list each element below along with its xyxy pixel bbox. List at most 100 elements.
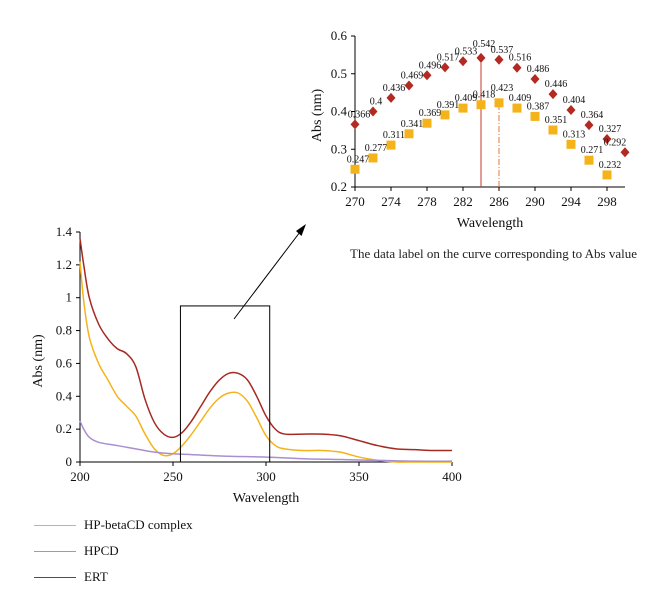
- inset-square-point: [494, 98, 504, 108]
- inset-data-label: 0.391: [437, 100, 460, 111]
- inset-data-label: 0.423: [491, 83, 514, 94]
- main-y-tick-label: 0.8: [56, 323, 72, 338]
- inset-data-label: 0.327: [599, 124, 622, 135]
- main-y-axis-title: Abs (nm): [31, 334, 46, 388]
- inset-diamond-point: [350, 119, 360, 130]
- inset-data-label: 0.277: [365, 143, 388, 154]
- inset-chart: 0.2 0.3 0.4 0.5 0.6 270 274 278 282 286 290 294 298 W…: [310, 28, 630, 231]
- zoom-arrow-head: [296, 224, 306, 236]
- inset-diamond-point: [620, 147, 630, 158]
- inset-data-label: 0.247: [347, 154, 370, 165]
- inset-diamond-point: [422, 70, 432, 81]
- inset-x-axis-title: Wavelength: [457, 216, 524, 231]
- inset-x-tick-label: 298: [597, 194, 617, 209]
- inset-data-label: 0.313: [563, 129, 586, 140]
- inset-diamond-point: [368, 106, 378, 117]
- inset-data-label: 0.517: [437, 52, 460, 63]
- inset-x-tick-label: 286: [489, 194, 509, 209]
- main-y-tick-label: 1.2: [56, 257, 72, 272]
- inset-data-label: 0.387: [527, 101, 550, 112]
- annotation-note: The data label on the curve correspondin…: [350, 246, 637, 261]
- inset-diamond-point: [476, 52, 486, 63]
- inset-diamond-point: [512, 62, 522, 73]
- inset-y-axis-title: Abs (nm): [310, 89, 325, 143]
- main-chart: 0 0.2 0.4 0.6 0.8 1 1.2 1.4 200 250 300 350 400 Wavel…: [31, 224, 462, 506]
- inset-diamond-point: [566, 104, 576, 115]
- inset-diamond-point: [584, 120, 594, 131]
- legend-swatch: [34, 551, 76, 552]
- inset-data-label: 0.351: [545, 115, 568, 126]
- main-x-axis-title: Wavelength: [233, 491, 300, 506]
- inset-x-tick-label: 274: [381, 194, 401, 209]
- inset-data-label: 0.486: [527, 64, 550, 75]
- inset-square-point: [458, 103, 468, 113]
- inset-x-tick-label: 294: [561, 194, 581, 209]
- legend-label: HP-betaCD complex: [84, 517, 193, 532]
- inset-diamond-point: [530, 74, 540, 85]
- inset-data-label: 0.369: [419, 108, 442, 119]
- inset-square-point: [602, 170, 612, 180]
- inset-square-point: [548, 125, 558, 135]
- main-y-tick-label: 0.4: [56, 388, 73, 403]
- zoom-arrow-line: [233, 231, 301, 320]
- series-line-hpcd: [79, 420, 453, 462]
- inset-y-tick-label: 0.3: [331, 141, 347, 156]
- inset-square-point: [530, 111, 540, 121]
- inset-square-point: [476, 100, 486, 110]
- inset-data-label: 0.496: [419, 60, 442, 71]
- main-y-tick-label: 0.2: [56, 421, 72, 436]
- inset-y-tick-label: 0.4: [331, 104, 348, 119]
- inset-diamond-point: [404, 80, 414, 91]
- inset-diamond-point: [386, 92, 396, 103]
- inset-diamond-point: [458, 56, 468, 67]
- main-x-tick-label: 400: [442, 469, 462, 484]
- main-y-tick-label: 1: [66, 290, 73, 305]
- inset-square-point: [404, 129, 414, 139]
- zoom-region-box: [179, 305, 271, 463]
- inset-data-label: 0.311: [383, 130, 405, 141]
- main-y-tick-label: 1.4: [56, 224, 73, 239]
- inset-data-label: 0.292: [604, 137, 627, 148]
- inset-data-label: 0.542: [473, 39, 496, 50]
- legend-label: ERT: [84, 569, 108, 584]
- main-y-tick-label: 0: [66, 454, 73, 469]
- main-x-tick-label: 300: [256, 469, 276, 484]
- inset-data-label: 0.469: [401, 70, 424, 81]
- inset-x-tick-label: 270: [345, 194, 365, 209]
- inset-square-point: [422, 118, 432, 128]
- inset-data-label: 0.366: [348, 109, 371, 120]
- main-x-tick-label: 250: [163, 469, 183, 484]
- inset-data-label: 0.341: [401, 119, 424, 130]
- inset-x-tick-label: 290: [525, 194, 545, 209]
- inset-diamond-point: [602, 134, 612, 145]
- inset-y-tick-label: 0.5: [331, 66, 347, 81]
- inset-square-point: [440, 110, 450, 120]
- inset-square-point: [386, 140, 396, 150]
- series-line-hp-betacd-complex: [79, 261, 452, 463]
- main-x-tick-label: 350: [349, 469, 369, 484]
- inset-data-label: 0.436: [383, 83, 406, 94]
- legend-swatch: [34, 577, 76, 578]
- inset-data-label: 0.533: [455, 46, 478, 57]
- inset-data-label: 0.537: [491, 45, 514, 56]
- inset-square-point: [566, 139, 576, 149]
- inset-diamond-point: [494, 54, 504, 65]
- inset-data-label: 0.409: [455, 93, 478, 104]
- series-line-ert: [79, 238, 453, 452]
- inset-data-label: 0.404: [563, 95, 586, 106]
- inset-data-label: 0.364: [581, 110, 604, 121]
- inset-x-tick-label: 278: [417, 194, 437, 209]
- inset-y-tick-label: 0.6: [331, 28, 348, 43]
- main-x-tick-label: 200: [70, 469, 90, 484]
- legend-label: HPCD: [84, 543, 119, 558]
- inset-data-label: 0.446: [545, 79, 568, 90]
- inset-diamond-point: [548, 89, 558, 100]
- inset-square-point: [584, 155, 594, 165]
- inset-square-point: [350, 164, 360, 174]
- inset-data-label: 0.232: [599, 160, 622, 171]
- main-y-tick-label: 0.6: [56, 355, 73, 370]
- inset-data-label: 0.418: [473, 90, 496, 101]
- inset-data-label: 0.4: [370, 97, 383, 108]
- inset-square-point: [512, 103, 522, 113]
